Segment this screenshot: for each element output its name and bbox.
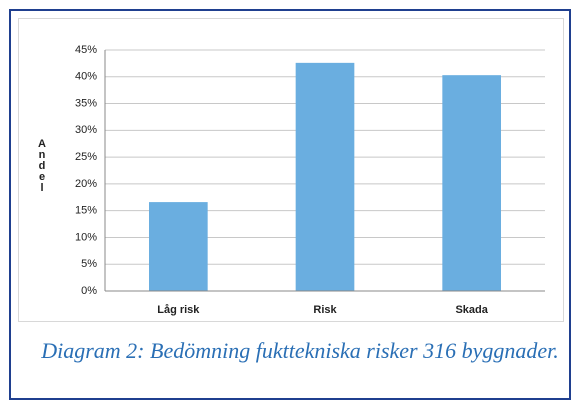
- y-tick-label: 40%: [75, 71, 97, 83]
- x-tick-label: Risk: [313, 304, 337, 316]
- y-tick-label: 15%: [75, 205, 97, 217]
- y-tick-label: 20%: [75, 178, 97, 190]
- caption: Diagram 2: Bedömning fukttekniska risker…: [41, 338, 559, 363]
- chart-frame: [18, 18, 564, 322]
- y-tick-label: 5%: [81, 258, 97, 270]
- y-axis-label: Andel: [36, 138, 48, 193]
- chart: 0% 5% 10% 15% 20% 25% 30% 35% 40% 45% Låg risk Risk…: [75, 44, 545, 316]
- y-tick-label: 0%: [81, 285, 97, 297]
- bar: [442, 75, 501, 291]
- y-tick-label: 10%: [75, 231, 97, 243]
- y-tick-label: 25%: [75, 151, 97, 163]
- x-tick-label: Låg risk: [157, 304, 200, 316]
- x-tick-label: Skada: [455, 304, 488, 316]
- y-tick-label: 45%: [75, 44, 97, 56]
- y-tick-label: 35%: [75, 97, 97, 109]
- bar: [149, 202, 208, 291]
- y-tick-label: 30%: [75, 124, 97, 136]
- bar: [295, 62, 355, 291]
